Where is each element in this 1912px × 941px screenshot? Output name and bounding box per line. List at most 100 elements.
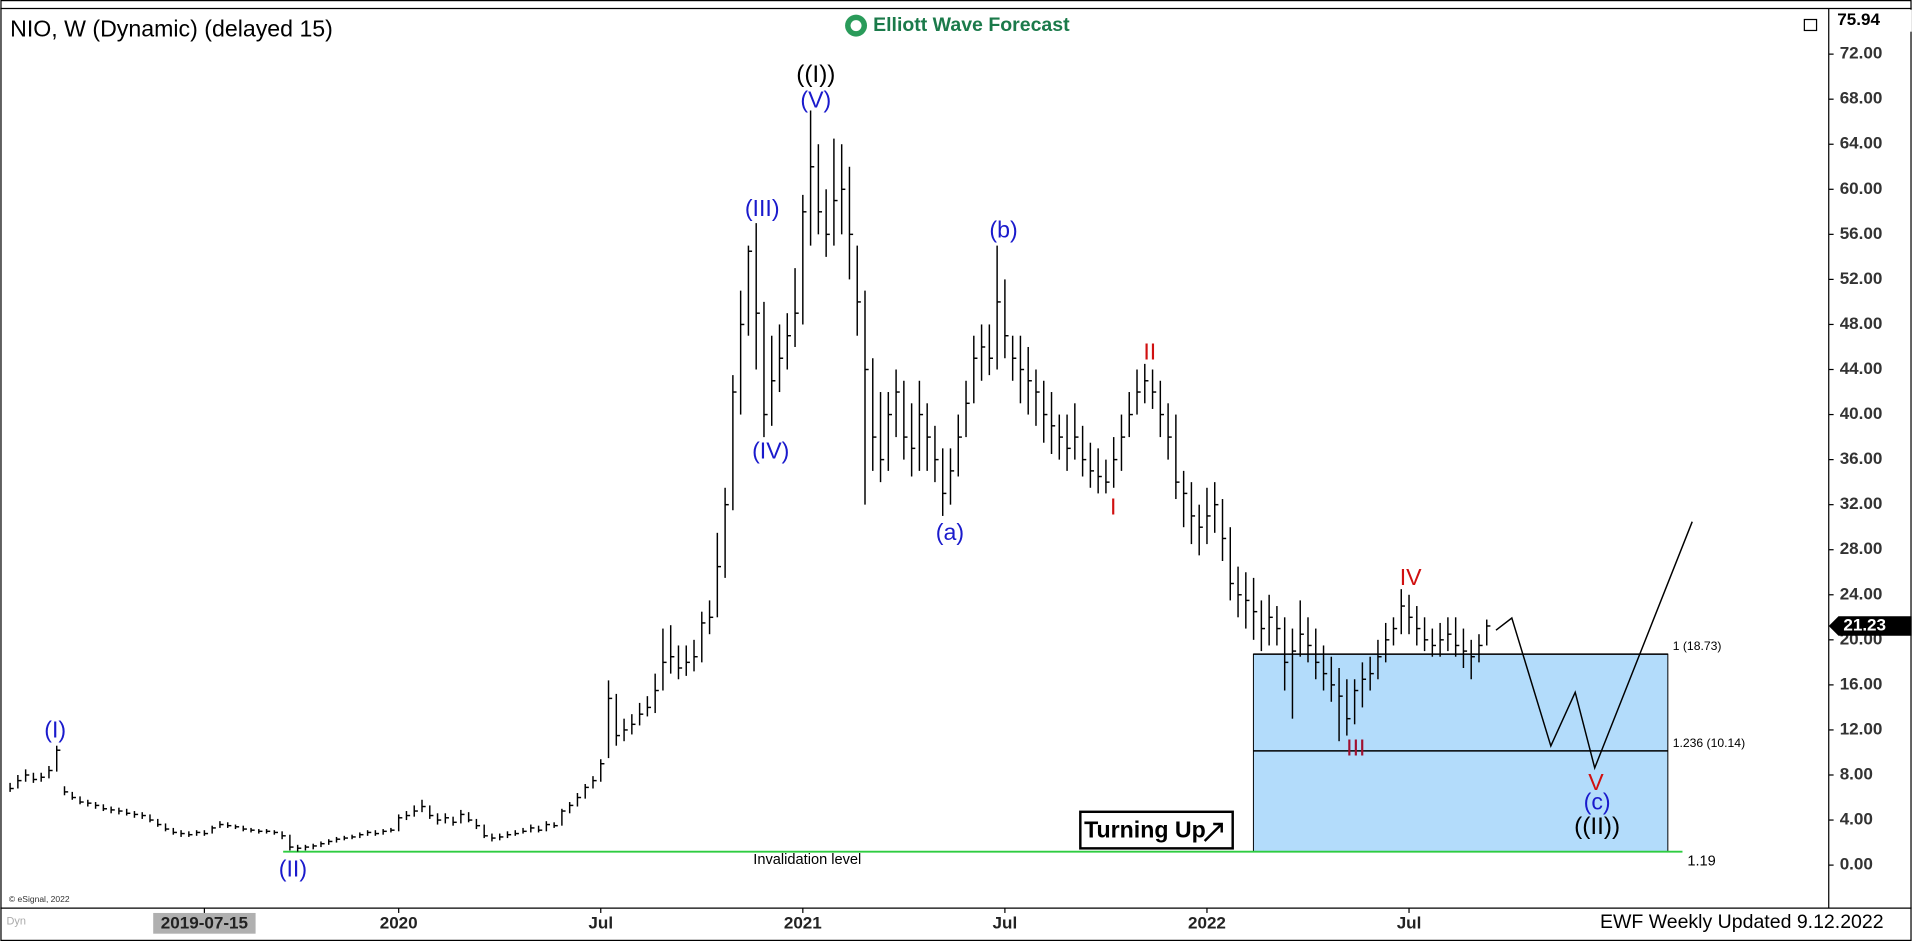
ohlc-bar [304, 844, 310, 851]
ohlc-bar [149, 814, 154, 823]
x-tick-label: 2022 [1188, 913, 1226, 932]
ohlc-bar [980, 324, 986, 381]
ohlc-bar [833, 138, 838, 246]
ohlc-bar [234, 824, 240, 830]
ohlc-bar [701, 611, 706, 663]
ohlc-bar [164, 823, 170, 832]
ohlc-bar [786, 313, 791, 370]
ohlc-bar [973, 335, 978, 404]
ohlc-bar [662, 628, 667, 691]
ohlc-bar [1144, 363, 1149, 404]
ohlc-bar [1120, 414, 1126, 471]
ohlc-bar [133, 811, 139, 818]
ohlc-bar [281, 831, 286, 840]
ohlc-bar [1470, 639, 1475, 680]
wave-label: ((II)) [1574, 813, 1620, 840]
y-tick-label: 16.00 [1840, 674, 1883, 693]
ohlc-bar [1112, 437, 1118, 488]
ohlc-bar [413, 805, 418, 817]
ohlc-bar [1431, 628, 1437, 657]
ohlc-bar [1237, 566, 1242, 618]
ohlc-bar [17, 774, 22, 789]
ohlc-bar [1307, 617, 1312, 663]
y-tick-label: 4.00 [1840, 810, 1873, 829]
ohlc-bar [926, 403, 931, 471]
y-tick-label: 32.00 [1840, 494, 1883, 513]
ohlc-bar [421, 799, 426, 813]
y-tick-label: 8.00 [1840, 764, 1873, 783]
ohlc-bar [1066, 414, 1071, 471]
ohlc-bar [48, 765, 53, 779]
ohlc-bar [623, 718, 628, 742]
ohlc-bar [530, 824, 535, 833]
ohlc-bar [203, 830, 209, 836]
ohlc-bar [957, 414, 962, 477]
ohlc-bar [1097, 448, 1102, 494]
ohlc-bar [343, 835, 348, 841]
ohlc-bar [1291, 628, 1297, 719]
ohlc-bar [1439, 622, 1444, 657]
ohlc-bar [802, 194, 807, 325]
ohlc-bar [638, 702, 644, 726]
ohlc-bar [716, 532, 721, 618]
ohlc-bar [1027, 346, 1032, 415]
ohlc-bar [102, 804, 108, 812]
wave-label: IV [1400, 564, 1422, 590]
y-tick-label: 72.00 [1840, 44, 1883, 63]
wave-label: (III) [745, 195, 780, 221]
ohlc-bar [483, 824, 488, 839]
ohlc-bar [537, 825, 543, 833]
ohlc-bar [1081, 425, 1087, 477]
x-tick-label: 2020 [380, 913, 418, 932]
ohlc-bar [1369, 656, 1374, 691]
y-top-box [1831, 9, 1912, 32]
badge: Turning Up [1084, 816, 1206, 842]
ohlc-bar [1043, 380, 1048, 443]
ohlc-bar [444, 813, 449, 824]
x-tick-label: Jul [1397, 913, 1422, 932]
ohlc-bar [94, 802, 100, 809]
ohlc-bar [1004, 279, 1009, 359]
ohlc-bar [1408, 594, 1413, 635]
window-icon[interactable] [1803, 18, 1818, 32]
ohlc-bar [965, 380, 970, 438]
ohlc-bar [724, 487, 729, 578]
brand: Elliott Wave Forecast [873, 14, 1070, 36]
ohlc-bar [335, 836, 341, 843]
ohlc-bar [903, 380, 908, 460]
ohlc-bar [118, 807, 123, 815]
ohlc-bar [1058, 414, 1063, 460]
ohlc-bar [1050, 392, 1056, 454]
ohlc-bar [677, 645, 683, 680]
ohlc-bar [1338, 667, 1343, 742]
ohlc-bar [258, 829, 263, 834]
ohlc-bar [732, 375, 737, 511]
ohlc-bar [491, 833, 496, 842]
ohlc-bar [1105, 459, 1110, 494]
ohlc-bar [1268, 594, 1273, 646]
ohlc-bar [55, 745, 61, 772]
ohlc-bar [755, 223, 760, 370]
ohlc-bar [1377, 639, 1382, 680]
ohlc-bar [289, 834, 294, 851]
wave-label: I [1110, 493, 1116, 519]
ohlc-bar [1423, 617, 1429, 652]
wave-label: ((I)) [796, 61, 835, 88]
ohlc-bar [219, 821, 224, 828]
ohlc-bar [561, 808, 566, 826]
y-tick-label: 0.00 [1840, 855, 1873, 874]
ohlc-bar [351, 834, 356, 840]
fib-label: 1.236 (10.14) [1673, 736, 1745, 750]
fib-label: 1 (18.73) [1673, 639, 1722, 653]
ohlc-bar [872, 358, 877, 471]
wave-label: (I) [44, 716, 66, 742]
wave-label: (a) [936, 519, 964, 545]
ohlc-bar [934, 425, 939, 483]
ohlc-bar [374, 830, 380, 836]
ohlc-bar [32, 772, 38, 783]
ohlc-bar [514, 830, 519, 836]
ohlc-bar [879, 392, 885, 483]
ohlc-bar [405, 811, 411, 821]
wave-label: (V) [800, 86, 831, 112]
